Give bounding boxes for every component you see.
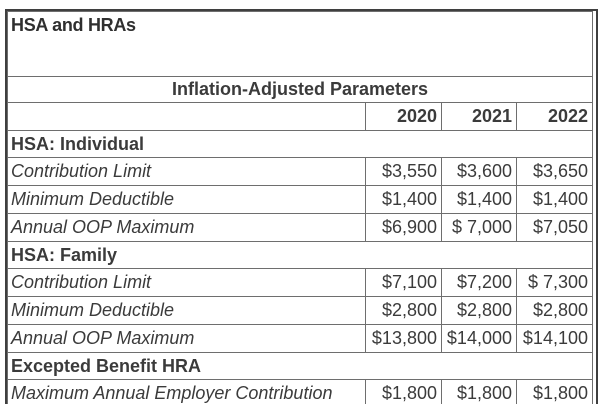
data-row: Contribution Limit $7,100 $7,200 $ 7,300: [7, 268, 593, 297]
year-column-header-2021: 2021: [441, 102, 517, 131]
data-row: Minimum Deductible $2,800 $2,800 $2,800: [7, 296, 593, 325]
value-cell-2020: $2,800: [365, 296, 442, 325]
section-header-row: HSA: Individual: [7, 130, 593, 158]
row-label: Annual OOP Maximum: [7, 213, 366, 242]
data-row: Annual OOP Maximum $13,800 $14,000 $14,1…: [7, 324, 593, 353]
value-cell-2020: $1,400: [365, 185, 442, 214]
value-cell-2021: $ 7,000: [441, 213, 517, 242]
year-column-header-2022: 2022: [516, 102, 593, 131]
section-header-row: HSA: Family: [7, 241, 593, 269]
value-cell-2022: $1,800: [516, 379, 593, 404]
row-label: Contribution Limit: [7, 157, 366, 186]
row-label: Maximum Annual Employer Contribution: [7, 379, 366, 404]
row-label: Minimum Deductible: [7, 185, 366, 214]
subtitle-row: Inflation-Adjusted Parameters: [7, 76, 593, 103]
value-cell-2021: $7,200: [441, 268, 517, 297]
row-label: Annual OOP Maximum: [7, 324, 366, 353]
value-cell-2021: $2,800: [441, 296, 517, 325]
data-row: Minimum Deductible $1,400 $1,400 $1,400: [7, 185, 593, 214]
value-cell-2020: $13,800: [365, 324, 442, 353]
row-label: Contribution Limit: [7, 268, 366, 297]
value-cell-2021: $3,600: [441, 157, 517, 186]
section-header-hsa-family: HSA: Family: [7, 241, 593, 269]
section-header-hsa-individual: HSA: Individual: [7, 130, 593, 158]
value-cell-2022: $1,400: [516, 185, 593, 214]
value-cell-2022: $14,100: [516, 324, 593, 353]
section-header-row: Excepted Benefit HRA: [7, 352, 593, 380]
empty-corner-cell: [7, 102, 366, 131]
value-cell-2022: $2,800: [516, 296, 593, 325]
year-header-row: 2020 2021 2022: [7, 102, 593, 131]
section-header-excepted-benefit-hra: Excepted Benefit HRA: [7, 352, 593, 380]
table-subtitle: Inflation-Adjusted Parameters: [7, 76, 593, 103]
value-cell-2022: $7,050: [516, 213, 593, 242]
value-cell-2021: $1,800: [441, 379, 517, 404]
row-label: Minimum Deductible: [7, 296, 366, 325]
value-cell-2022: $3,650: [516, 157, 593, 186]
value-cell-2021: $14,000: [441, 324, 517, 353]
value-cell-2022: $ 7,300: [516, 268, 593, 297]
title-row: HSA and HRAs: [7, 11, 593, 77]
table-title: HSA and HRAs: [7, 11, 593, 77]
year-column-header-2020: 2020: [365, 102, 442, 131]
value-cell-2020: $7,100: [365, 268, 442, 297]
data-row: Contribution Limit $3,550 $3,600 $3,650: [7, 157, 593, 186]
hsa-hra-table: HSA and HRAs Inflation-Adjusted Paramete…: [7, 11, 593, 404]
value-cell-2021: $1,400: [441, 185, 517, 214]
value-cell-2020: $1,800: [365, 379, 442, 404]
value-cell-2020: $6,900: [365, 213, 442, 242]
data-row: Maximum Annual Employer Contribution $1,…: [7, 379, 593, 404]
data-row: Annual OOP Maximum $6,900 $ 7,000 $7,050: [7, 213, 593, 242]
value-cell-2020: $3,550: [365, 157, 442, 186]
table-outer-frame: HSA and HRAs Inflation-Adjusted Paramete…: [5, 9, 598, 404]
